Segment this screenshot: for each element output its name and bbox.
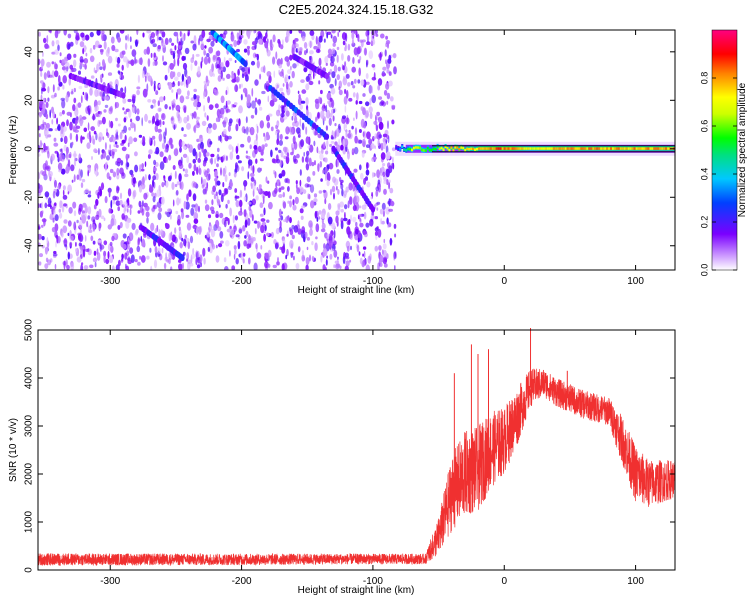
y-tick-label: -20 xyxy=(24,190,35,205)
x-tick-label: 0 xyxy=(501,576,507,587)
y-tick-label: 0 xyxy=(24,146,35,152)
x-tick-label: -300 xyxy=(100,576,120,587)
spectrogram-y-label: Frequency (Hz) xyxy=(8,116,19,185)
spectral-streak xyxy=(291,53,330,80)
snr-series-line xyxy=(38,368,675,566)
x-tick-label: -200 xyxy=(232,276,252,287)
x-tick-label: -200 xyxy=(232,576,252,587)
chart-title: C2E5.2024.324.15.18.G32 xyxy=(279,2,434,17)
y-tick-label: 5000 xyxy=(24,318,35,341)
spectral-streak xyxy=(140,225,185,262)
snr-x-label: Height of straight line (km) xyxy=(298,585,415,596)
x-tick-label: -100 xyxy=(363,276,383,287)
snr-y-label: SNR (10 * v/v) xyxy=(8,418,19,482)
y-tick-label: 2000 xyxy=(24,462,35,485)
x-tick-label: 100 xyxy=(627,276,644,287)
spectrogram-frame xyxy=(37,29,676,271)
colorbar: 0.0 0.2 0.4 0.6 0.8 Normalized spectral ampl… xyxy=(699,29,748,277)
spectral-streak xyxy=(331,145,376,213)
spectrogram-area xyxy=(38,30,675,270)
colorbar-gradient xyxy=(711,29,738,271)
snr-frame xyxy=(37,329,676,571)
spectrogram-x-label: Height of straight line (km) xyxy=(298,285,415,296)
colorbar-ticks: 0.0 0.2 0.4 0.6 0.8 xyxy=(699,72,737,277)
colorbar-tick-label: 0.6 xyxy=(699,120,709,133)
noise-speckle xyxy=(38,30,397,270)
x-tick-label: 100 xyxy=(627,576,644,587)
snr-plot-area xyxy=(38,328,675,566)
colorbar-tick-label: 0.0 xyxy=(699,264,709,277)
x-tick-label: 0 xyxy=(501,276,507,287)
spectral-streak xyxy=(210,30,248,68)
colorbar-tick-label: 0.2 xyxy=(699,216,709,229)
x-tick-label: -100 xyxy=(363,576,383,587)
y-tick-label: 20 xyxy=(24,94,35,106)
colorbar-tick-label: 0.8 xyxy=(699,72,709,85)
spectral-streak xyxy=(68,72,126,99)
colorbar-label: Normalized spectral amplitude xyxy=(737,82,748,217)
y-tick-label: -40 xyxy=(24,238,35,253)
y-tick-label: 1000 xyxy=(24,510,35,533)
y-tick-label: 0 xyxy=(24,567,35,573)
y-tick-label: 40 xyxy=(24,46,35,58)
colorbar-tick-label: 0.4 xyxy=(699,168,709,181)
x-tick-label: -300 xyxy=(100,276,120,287)
y-tick-label: 3000 xyxy=(24,414,35,437)
y-tick-label: 4000 xyxy=(24,366,35,389)
carrier-band xyxy=(395,141,675,156)
spectral-streak xyxy=(268,85,330,140)
